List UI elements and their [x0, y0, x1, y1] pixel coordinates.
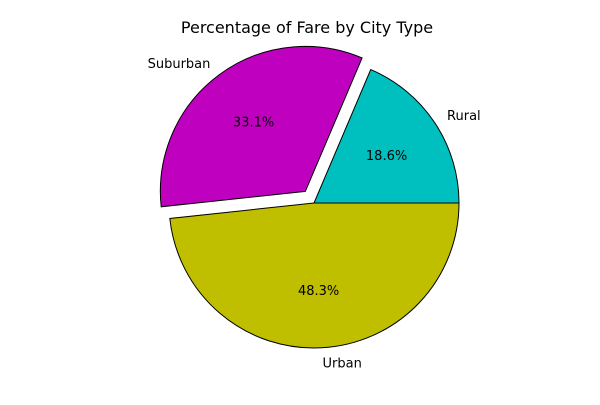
pie-labels: Rural 18.6% Suburban 33.1% Urban 48.3% — [148, 57, 481, 371]
pie-pct-rural: 18.6% — [366, 149, 407, 164]
pie-slice-suburban — [159, 45, 363, 208]
pie-label-urban: Urban — [323, 356, 362, 371]
pie-slice-urban — [169, 202, 460, 349]
pie-pct-urban: 48.3% — [298, 284, 339, 299]
pie-label-suburban: Suburban — [148, 57, 211, 72]
pie-label-rural: Rural — [447, 109, 481, 124]
pie-slice-rural — [313, 68, 460, 204]
pie-slices — [159, 45, 460, 349]
chart-title: Percentage of Fare by City Type — [181, 18, 433, 37]
pie-pct-suburban: 33.1% — [233, 115, 274, 130]
